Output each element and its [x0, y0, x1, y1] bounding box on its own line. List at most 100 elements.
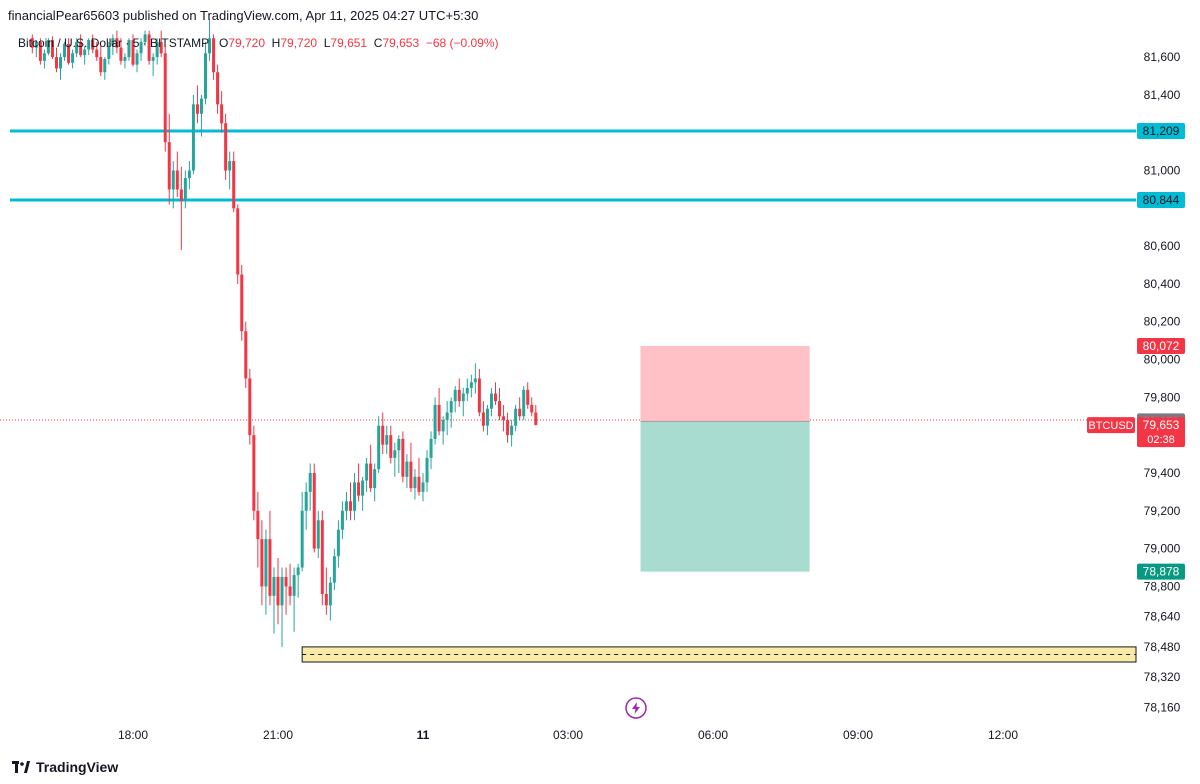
- candle-up: [42, 53, 46, 61]
- stop-price-tag: 80,072: [1143, 339, 1180, 353]
- candle-down: [54, 57, 58, 69]
- candle-down: [179, 189, 183, 201]
- candle-down: [312, 472, 316, 549]
- tradingview-brand[interactable]: TradingView: [12, 759, 118, 775]
- y-tick-label: 81,000: [1144, 164, 1181, 178]
- candle-down: [175, 170, 179, 190]
- y-tick-label: 78,800: [1144, 579, 1181, 593]
- x-tick-label: 06:00: [698, 728, 728, 742]
- last-price-tag-bg: [1137, 417, 1185, 448]
- candle-up: [171, 170, 175, 190]
- legend-open-label: O: [218, 36, 229, 50]
- candle-up: [405, 461, 409, 477]
- legend-high-label: H: [271, 36, 281, 50]
- candle-up: [191, 104, 195, 171]
- candle-down: [494, 393, 497, 402]
- candle-down: [256, 510, 260, 540]
- candle-up: [83, 49, 87, 56]
- candle-up: [441, 420, 445, 432]
- candle-down: [220, 104, 224, 124]
- candle-down: [67, 43, 71, 63]
- candle-down: [115, 38, 119, 48]
- candle-down: [50, 40, 54, 58]
- candle-up: [332, 556, 336, 583]
- candle-down: [212, 38, 216, 73]
- legend-open: 79,720: [228, 36, 265, 50]
- candle-up: [103, 58, 107, 73]
- candle-up: [393, 450, 397, 458]
- candle-down: [401, 438, 405, 477]
- legend-close-label: C: [373, 36, 383, 50]
- candle-down: [349, 501, 352, 511]
- candle-up: [123, 57, 127, 61]
- level-price-tag: 81,209: [1143, 124, 1180, 138]
- candle-down: [389, 435, 393, 458]
- candle-up: [461, 393, 465, 402]
- candle-down: [131, 40, 135, 65]
- candle-down: [224, 123, 228, 171]
- candle-up: [34, 41, 38, 48]
- candle-down: [38, 41, 42, 61]
- stop-price-tag-bg: [1137, 337, 1185, 354]
- candle-up: [433, 404, 437, 439]
- candle-up: [445, 412, 449, 421]
- candle-up: [421, 482, 425, 492]
- x-tick-label: 18:00: [118, 728, 148, 742]
- tradingview-logo-icon: [12, 761, 30, 773]
- candle-up: [425, 457, 429, 483]
- candle-up: [361, 480, 365, 496]
- candle-up: [365, 463, 369, 481]
- alert-icon[interactable]: [625, 697, 647, 719]
- candle-up: [199, 98, 203, 114]
- candle-up: [308, 472, 312, 492]
- legend-symbol[interactable]: Bitcoin / U.S. Dollar · 5 · BITSTAMP: [18, 36, 209, 50]
- candle-up: [353, 482, 357, 511]
- candle-down: [236, 208, 240, 275]
- candle-down: [284, 576, 288, 587]
- candle-up: [71, 53, 75, 63]
- candle-down: [260, 539, 264, 587]
- published-header: financialPear65603 published on TradingV…: [8, 8, 479, 23]
- y-tick-label: 80,600: [1144, 239, 1181, 253]
- candle-down: [357, 482, 361, 496]
- candle-up: [87, 40, 91, 50]
- stop-loss-zone: [640, 345, 810, 422]
- y-tick-label: 79,000: [1144, 542, 1181, 556]
- candle-up: [155, 41, 159, 58]
- candle-down: [518, 408, 522, 417]
- candle-down: [195, 104, 199, 114]
- candle-down: [276, 576, 280, 606]
- candle-up: [413, 476, 417, 489]
- candle-down: [163, 53, 167, 143]
- candle-down: [457, 389, 461, 402]
- candle-down: [216, 72, 220, 105]
- candle-down: [437, 404, 441, 432]
- y-tick-label: 79,800: [1144, 390, 1181, 404]
- candle-up: [340, 510, 344, 530]
- candle-down: [481, 412, 485, 426]
- symbol-legend[interactable]: Bitcoin / U.S. Dollar · 5 · BITSTAMP O79…: [18, 36, 499, 50]
- last-price-countdown: 02:38: [1147, 434, 1175, 446]
- last-price-symbol-bg: [1087, 417, 1135, 434]
- candle-up: [300, 510, 304, 568]
- target-price-tag-bg: [1137, 563, 1185, 580]
- y-tick-label: 78,480: [1144, 640, 1181, 654]
- candle-up: [280, 576, 284, 606]
- candle-up: [465, 387, 469, 394]
- candle-down: [95, 49, 99, 58]
- candle-up: [328, 582, 332, 606]
- candle-up: [183, 178, 187, 201]
- x-tick-label: 09:00: [843, 728, 873, 742]
- candle-up: [143, 34, 147, 42]
- candle-up: [304, 491, 308, 511]
- candle-up: [449, 401, 453, 413]
- candle-down: [91, 40, 95, 50]
- candle-up: [377, 425, 381, 470]
- candle-down: [502, 416, 506, 421]
- candle-up: [151, 57, 155, 61]
- y-tick-label: 81,400: [1144, 88, 1181, 102]
- candle-down: [232, 161, 236, 209]
- target-price-tag: 78,878: [1143, 565, 1180, 579]
- x-tick-label: 21:00: [263, 728, 293, 742]
